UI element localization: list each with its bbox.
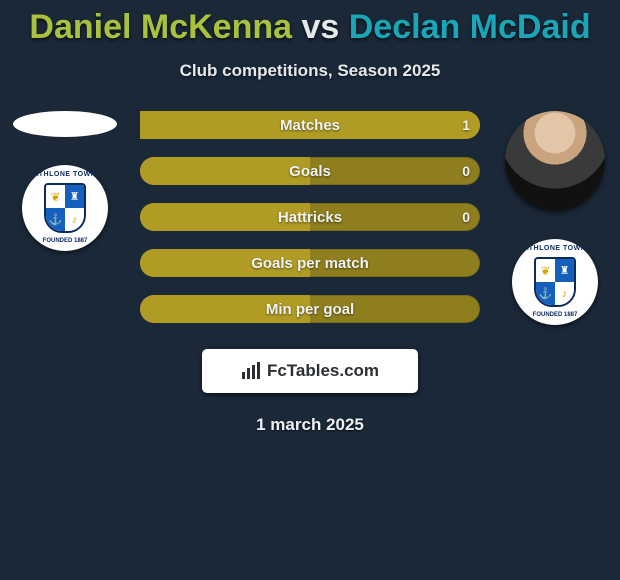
player1-avatar-placeholder [13, 111, 117, 137]
anchor-icon: ⚓ [539, 287, 553, 300]
player2-club-badge: ATHLONE TOWN ❦ ♜ ⚓ ♪ FOUNDED 1887 [512, 239, 598, 325]
barchart-icon [241, 362, 261, 380]
club-shield-icon: ❦ ♜ ⚓ ♪ [534, 257, 576, 307]
bar-fill [140, 157, 310, 185]
player2-name: Declan McDaid [349, 8, 591, 46]
stat-row-mpg: Min per goal [140, 295, 480, 323]
date-text: 1 march 2025 [0, 415, 620, 435]
stat-row-goals: Goals 0 [140, 157, 480, 185]
club-founded: FOUNDED 1887 [533, 312, 578, 318]
wheat-icon: ❦ [50, 190, 60, 204]
page-title: Daniel McKenna vs Declan McDaid [0, 8, 620, 47]
anchor-icon: ⚓ [49, 213, 63, 226]
club-founded: FOUNDED 1887 [43, 238, 88, 244]
player1-name: Daniel McKenna [29, 8, 292, 46]
left-column: ATHLONE TOWN ❦ ♜ ⚓ ♪ FOUNDED 1887 [10, 111, 120, 251]
stat-row-gpm: Goals per match [140, 249, 480, 277]
stat-label: Matches [280, 117, 340, 134]
stat-label: Goals [289, 163, 331, 180]
right-column: ATHLONE TOWN ❦ ♜ ⚓ ♪ FOUNDED 1887 [500, 111, 610, 325]
club-name-top: ATHLONE TOWN [524, 245, 587, 252]
wheat-icon: ❦ [540, 264, 550, 278]
player2-avatar [505, 111, 605, 211]
vs-text: vs [301, 8, 348, 46]
castle-icon: ♜ [560, 264, 570, 277]
stat-value: 0 [462, 209, 470, 225]
stat-label: Goals per match [251, 255, 369, 272]
club-name-top: ATHLONE TOWN [34, 171, 97, 178]
castle-icon: ♜ [70, 190, 80, 203]
player1-club-badge: ATHLONE TOWN ❦ ♜ ⚓ ♪ FOUNDED 1887 [22, 165, 108, 251]
subtitle: Club competitions, Season 2025 [0, 61, 620, 81]
stat-value: 0 [462, 163, 470, 179]
club-shield-icon: ❦ ♜ ⚓ ♪ [44, 183, 86, 233]
branding-badge: FcTables.com [202, 349, 418, 393]
harp-icon: ♪ [562, 288, 568, 300]
stat-row-matches: Matches 1 [140, 111, 480, 139]
stat-label: Hattricks [278, 209, 342, 226]
comparison-card: Daniel McKenna vs Declan McDaid Club com… [0, 0, 620, 435]
stat-value: 1 [462, 117, 470, 133]
brand-text: FcTables.com [267, 361, 379, 381]
stat-row-hattricks: Hattricks 0 [140, 203, 480, 231]
content-area: ATHLONE TOWN ❦ ♜ ⚓ ♪ FOUNDED 1887 ATHLON… [0, 111, 620, 435]
stat-label: Min per goal [266, 301, 354, 318]
stat-bars: Matches 1 Goals 0 Hattricks 0 Goals per … [140, 111, 480, 323]
harp-icon: ♪ [72, 214, 78, 226]
